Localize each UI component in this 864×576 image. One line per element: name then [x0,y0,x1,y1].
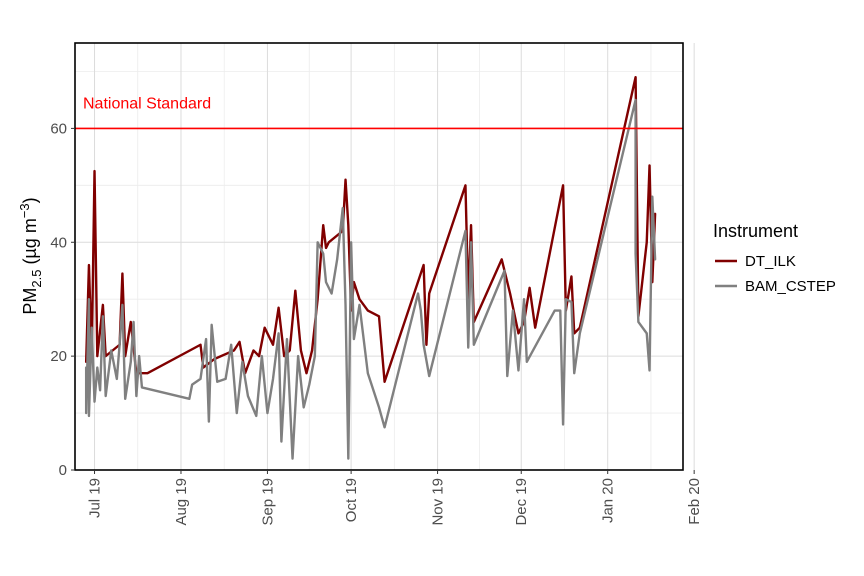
y-title-base: PM [20,288,40,315]
y-axis-title: PM2.5 (µg m−3) [17,197,44,314]
legend: Instrument DT_ILK BAM_CSTEP [713,221,836,295]
x-tick-label: Sep 19 [259,478,276,526]
x-tick-label: Dec 19 [513,478,530,526]
legend-label-dt-ilk: DT_ILK [745,253,796,270]
y-tick-label: 60 [50,120,67,137]
y-title-subscript: 2.5 [29,270,44,288]
national-standard-label: National Standard [83,95,211,112]
y-tick-label: 40 [50,234,67,251]
x-tick-label: Oct 19 [343,478,360,522]
x-tick-label: Nov 19 [430,478,447,526]
legend-title: Instrument [713,221,798,241]
y-title-units-open: (µg m [20,218,40,269]
x-tick-label: Jul 19 [87,478,104,518]
plot-panel-border [74,42,684,471]
y-tick-label: 20 [50,348,67,365]
x-tick-label: Aug 19 [173,478,190,526]
y-title-superscript: −3 [17,203,32,218]
x-tick-label: Jan 20 [600,478,617,523]
y-axis-ticks: 0 20 40 60 [50,120,75,479]
x-tick-label: Feb 20 [686,478,703,525]
x-axis-ticks: Jul 19 Aug 19 Sep 19 Oct 19 Nov 19 Dec 19 Jan … [87,470,703,526]
y-title-units-close: ) [20,197,40,203]
series-layer [84,75,657,460]
series-line-bam-cstep [84,98,657,460]
legend-label-bam-cstep: BAM_CSTEP [745,278,836,295]
y-tick-label: 0 [59,462,67,479]
